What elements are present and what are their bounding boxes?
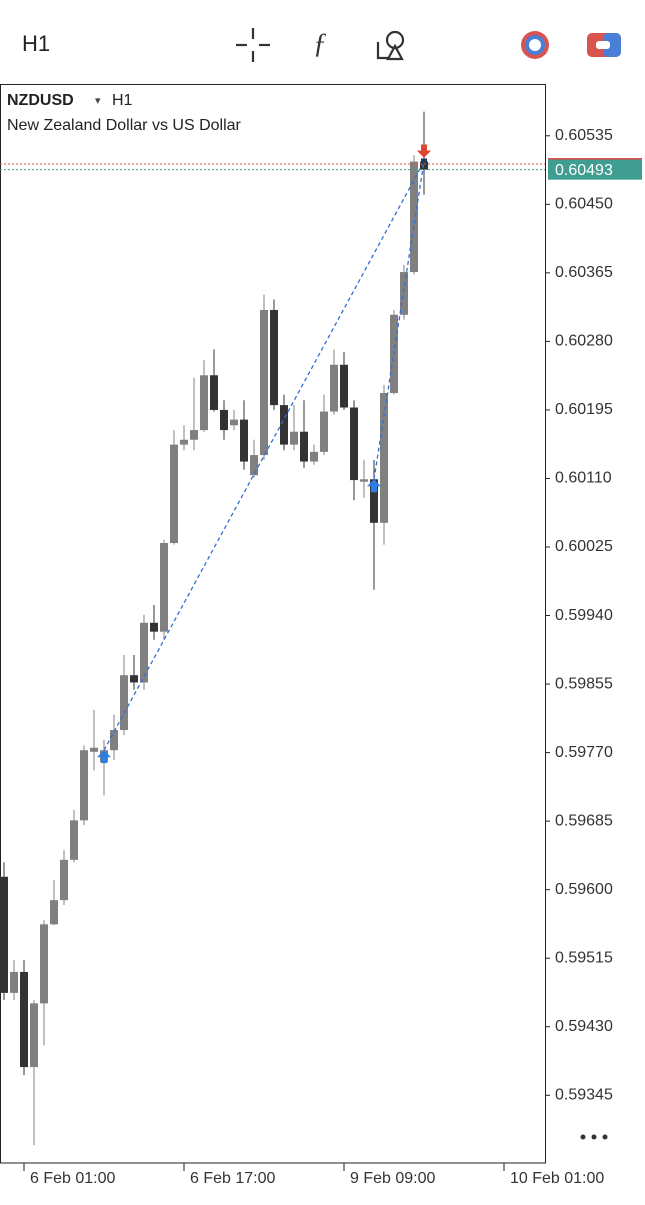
y-tick-label: 0.59855 [555,675,613,692]
y-tick-label: 0.60535 [555,127,613,144]
candle-body [0,876,8,993]
candle-body [240,419,248,462]
candle-body [280,405,288,445]
y-tick-label: 0.59515 [555,949,613,966]
bid-label: 0.60493 [555,162,613,179]
candle-body [20,971,28,1068]
plot-frame [0,84,546,1164]
candle-body [80,750,88,821]
candle-body [300,431,308,462]
more-menu[interactable] [580,1134,608,1140]
candle-body [180,439,188,445]
x-tick-label: 6 Feb 17:00 [190,1170,276,1187]
candle-body [370,479,378,523]
candle-body [320,411,328,452]
buy-arrow [97,750,111,764]
candle-body [140,622,148,683]
trade-close [421,158,427,165]
candle-body [150,622,158,632]
x-tick-label: 6 Feb 01:00 [30,1170,116,1187]
symbol[interactable]: NZDUSD [7,92,74,109]
y-tick-label: 0.59940 [555,607,613,624]
chart-period: H1 [112,92,133,109]
y-tick-label: 0.60280 [555,333,613,350]
candle-body [330,364,338,412]
candle-body [310,451,318,462]
candle-body [130,675,138,683]
y-tick-label: 0.60025 [555,538,613,555]
symbol-description: New Zealand Dollar vs US Dollar [7,117,242,134]
candle-body [410,161,418,273]
y-tick-label: 0.59600 [555,881,613,898]
indicators-icon[interactable]: ƒ [313,28,327,59]
candle-body [190,430,198,440]
crosshair-icon[interactable] [236,28,270,62]
bid-label-box [548,159,642,180]
y-tick-label: 0.60365 [555,264,613,281]
candle-body [360,479,368,482]
objects-icon[interactable] [376,30,405,61]
y-tick-label: 0.59685 [555,812,613,829]
candle-body [400,272,408,315]
candle-body [290,431,298,445]
account-icon[interactable] [587,33,621,57]
candle-body [350,407,358,481]
candle-body [340,364,348,408]
candle-body [260,309,268,456]
x-tick-label: 9 Feb 09:00 [350,1170,436,1187]
candle-body [110,730,118,751]
candle-body [60,859,68,901]
y-tick-label: 0.60450 [555,196,613,213]
candle-body [200,375,208,431]
candle-body [250,455,258,476]
candle-body [270,309,278,406]
candle-body [10,971,18,993]
candle-body [50,900,58,925]
sell-arrow [417,144,431,158]
symbol-dropdown[interactable]: ▾ [95,95,101,107]
candle-body [90,747,98,752]
candle-body [220,409,228,431]
candle-body [160,542,168,632]
y-tick-label: 0.59430 [555,1018,613,1035]
trade-line [373,161,425,480]
x-tick-label: 10 Feb 01:00 [510,1170,604,1187]
candle-body [170,444,178,543]
candle-body [70,820,78,860]
candle-body [30,1003,38,1068]
candle-body [40,924,48,1004]
buy-arrow [367,479,381,493]
y-tick-label: 0.60195 [555,401,613,418]
timeframe-button[interactable]: H1 [22,31,50,56]
candle-body [120,675,128,731]
y-tick-label: 0.59345 [555,1086,613,1103]
trade-icon[interactable] [521,31,549,59]
y-tick-label: 0.60110 [555,470,612,487]
candle-body [380,393,388,523]
candle-body [210,375,218,410]
y-tick-label: 0.59770 [555,744,613,761]
candle-body [230,419,238,426]
